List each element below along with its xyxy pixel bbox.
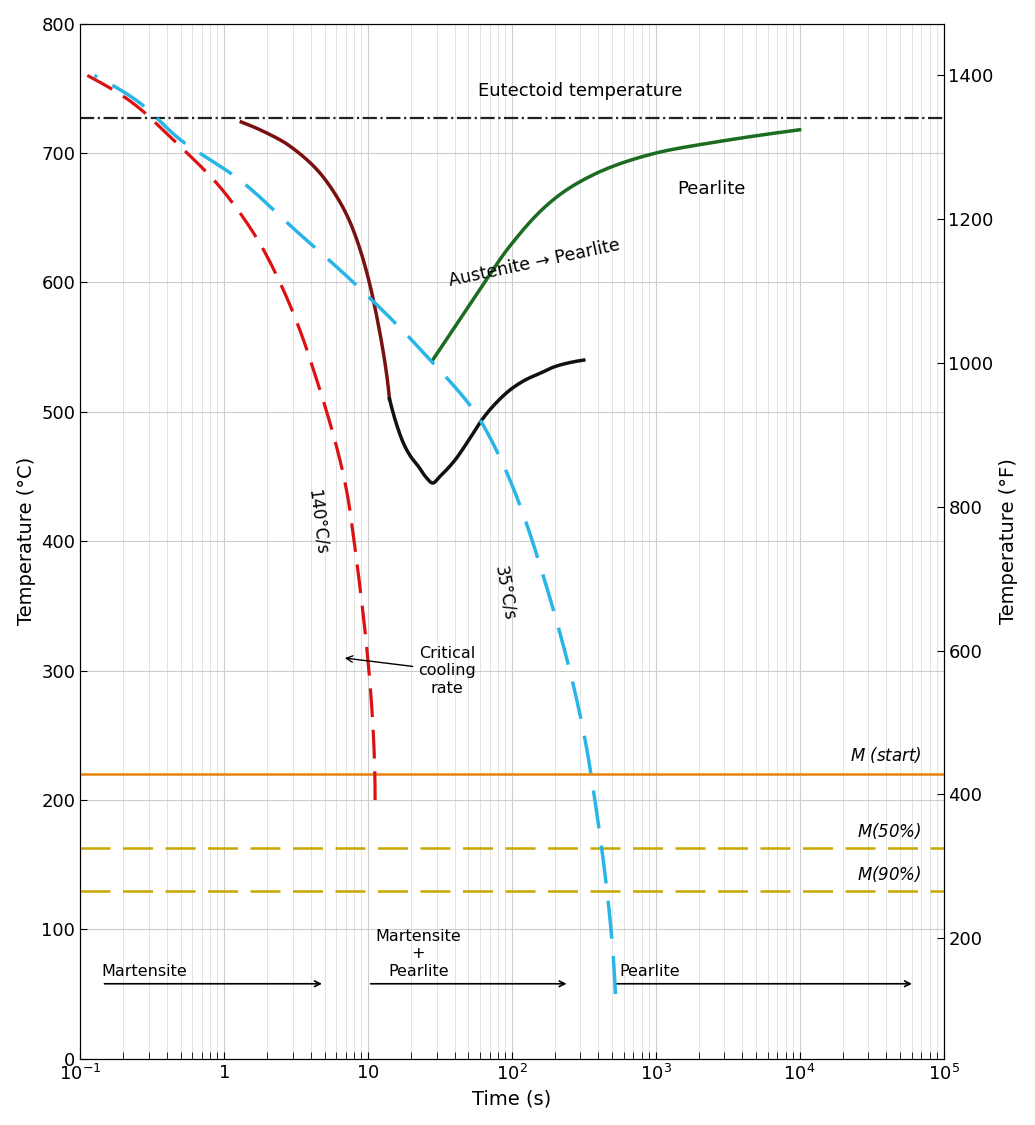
Text: Eutectoid temperature: Eutectoid temperature — [478, 82, 683, 100]
Text: Critical
cooling
rate: Critical cooling rate — [347, 646, 476, 695]
Text: $M$ (start): $M$ (start) — [851, 745, 922, 765]
Y-axis label: Temperature (°F): Temperature (°F) — [1000, 458, 1018, 624]
X-axis label: Time (s): Time (s) — [472, 1089, 552, 1108]
Text: $M$(50%): $M$(50%) — [857, 821, 922, 842]
Text: Martensite
+
Pearlite: Martensite + Pearlite — [376, 929, 462, 979]
Text: Martensite: Martensite — [101, 964, 187, 979]
Text: Pearlite: Pearlite — [620, 964, 680, 979]
Text: Austenite → Pearlite: Austenite → Pearlite — [447, 236, 622, 290]
Text: $M$(90%): $M$(90%) — [857, 864, 922, 884]
Text: 140°C/s: 140°C/s — [304, 488, 330, 556]
Text: 35°C/s: 35°C/s — [491, 564, 519, 622]
Text: Pearlite: Pearlite — [677, 180, 745, 198]
Y-axis label: Temperature (°C): Temperature (°C) — [17, 457, 35, 626]
